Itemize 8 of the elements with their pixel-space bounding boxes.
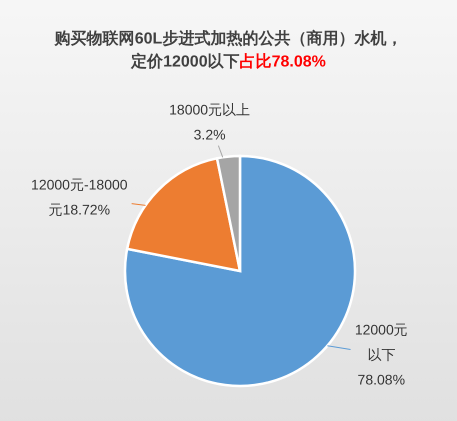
chart-subtitle: 定价12000以下: [130, 52, 240, 70]
slice-label: 18000元以上: [169, 101, 250, 118]
slice-label: 12000元-18000元18.72%: [31, 176, 128, 218]
slice-label: 12000元以下: [354, 321, 408, 362]
data-label: 3.2%: [194, 126, 226, 142]
text: 占比78.08%: [240, 52, 326, 70]
data-label: 78.08%: [358, 371, 406, 388]
chart-title: 购买物联网60L步进式加热的公共（商用）水机，: [54, 30, 402, 48]
